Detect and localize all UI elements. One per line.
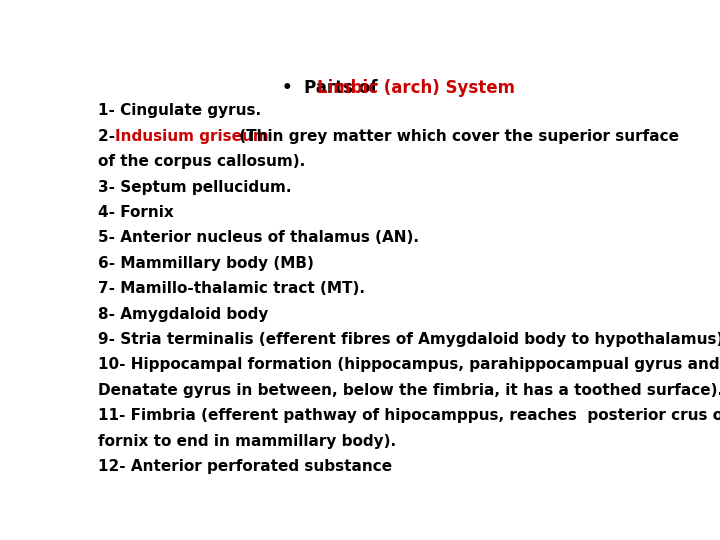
Text: 6- Mammillary body (MB): 6- Mammillary body (MB) (98, 256, 314, 271)
Text: Indusium griseum: Indusium griseum (115, 129, 269, 144)
Text: 1- Cingulate gyrus.: 1- Cingulate gyrus. (98, 103, 261, 118)
Text: fornix to end in mammillary body).: fornix to end in mammillary body). (98, 434, 396, 449)
Text: 7- Mamillo-thalamic tract (MT).: 7- Mamillo-thalamic tract (MT). (98, 281, 365, 296)
Text: 12- Anterior perforated substance: 12- Anterior perforated substance (98, 459, 392, 474)
Text: 5- Anterior nucleus of thalamus (AN).: 5- Anterior nucleus of thalamus (AN). (98, 231, 419, 245)
Text: Limbic (arch) System: Limbic (arch) System (318, 79, 516, 97)
Text: 10- Hippocampal formation (hippocampus, parahippocampual gyrus and: 10- Hippocampal formation (hippocampus, … (98, 357, 719, 373)
Text: Denatate gyrus in between, below the fimbria, it has a toothed surface).: Denatate gyrus in between, below the fim… (98, 383, 720, 398)
Text: 11- Fimbria (efferent pathway of hipocamppus, reaches  posterior crus of: 11- Fimbria (efferent pathway of hipocam… (98, 408, 720, 423)
Text: •  Parts of: • Parts of (282, 79, 384, 97)
Text: of the corpus callosum).: of the corpus callosum). (98, 154, 305, 169)
Text: (Thin grey matter which cover the superior surface: (Thin grey matter which cover the superi… (234, 129, 679, 144)
Text: 9- Stria terminalis (efferent fibres of Amygdaloid body to hypothalamus).: 9- Stria terminalis (efferent fibres of … (98, 332, 720, 347)
Text: 2-: 2- (98, 129, 120, 144)
Text: 8- Amygdaloid body: 8- Amygdaloid body (98, 307, 268, 322)
Text: 3- Septum pellucidum.: 3- Septum pellucidum. (98, 179, 292, 194)
Text: 4- Fornix: 4- Fornix (98, 205, 174, 220)
